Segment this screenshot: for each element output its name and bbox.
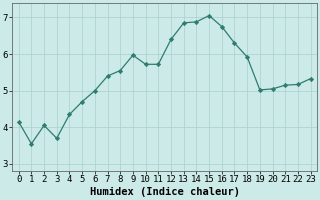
X-axis label: Humidex (Indice chaleur): Humidex (Indice chaleur) [90, 187, 240, 197]
